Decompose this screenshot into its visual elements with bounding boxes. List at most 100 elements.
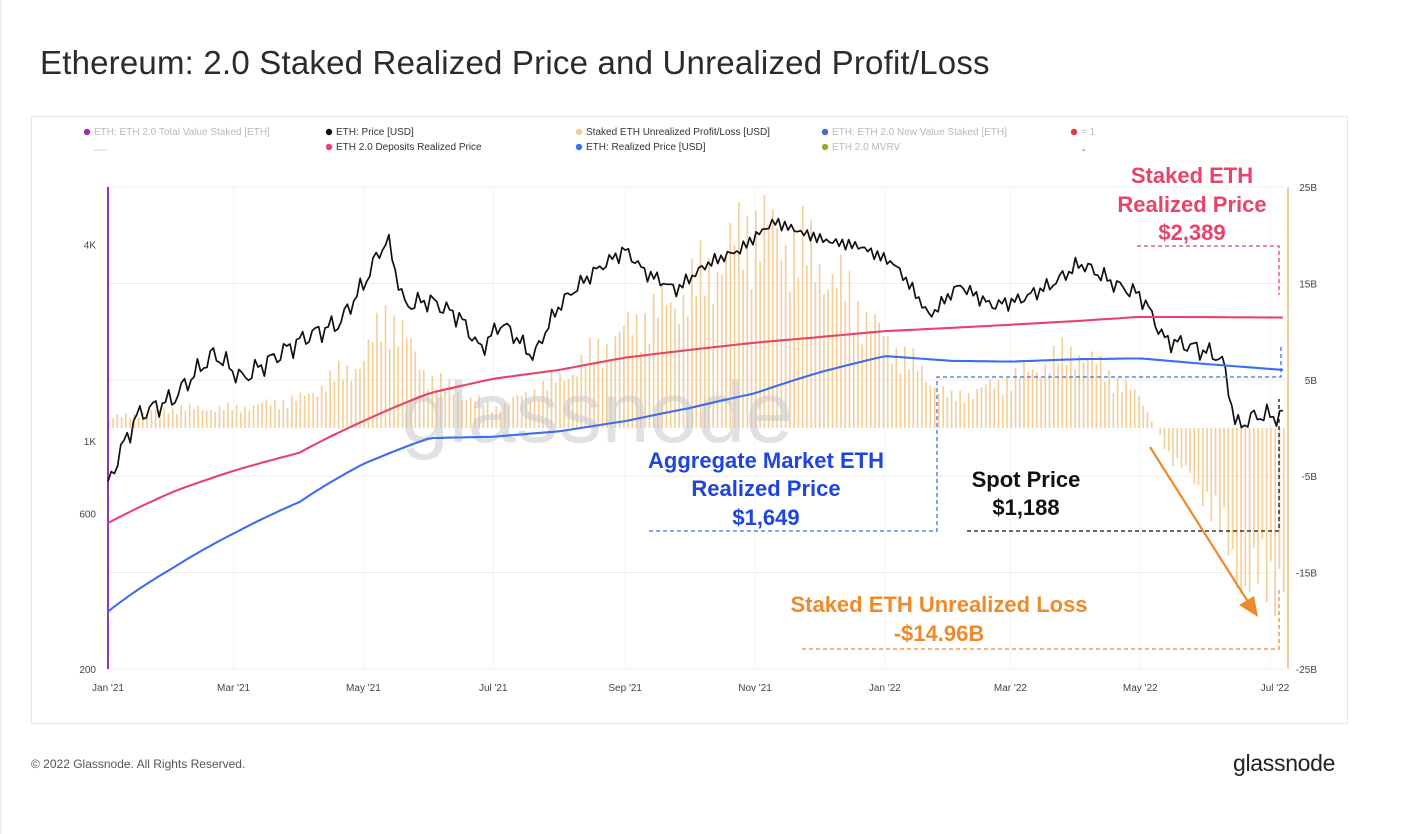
unrealized-pl-bar: [729, 223, 732, 428]
legend-label: ETH 2.0 Deposits Realized Price: [336, 142, 482, 153]
unrealized-loss-bracket: [802, 587, 1280, 650]
unrealized-pl-bar: [1172, 428, 1174, 467]
unrealized-pl-bar: [503, 402, 506, 428]
unrealized-pl-bar: [1159, 428, 1162, 436]
unrealized-pl-bar: [1121, 391, 1123, 428]
y-left-tick-label: 4K: [84, 240, 97, 251]
unrealized-pl-bar: [559, 373, 561, 428]
unrealized-pl-bar: [933, 387, 936, 428]
unrealized-pl-bar: [337, 360, 340, 428]
x-tick-label: Jul '22: [1261, 683, 1290, 694]
unrealized-pl-bar: [150, 410, 153, 428]
unrealized-pl-bar: [1180, 428, 1183, 469]
unrealized-pl-bar: [869, 330, 872, 428]
unrealized-pl-bar: [776, 227, 778, 428]
legend-extra: -: [1082, 145, 1085, 156]
unrealized-pl-bar: [1197, 428, 1200, 486]
unrealized-pl-bar: [405, 339, 408, 428]
unrealized-pl-bar: [457, 392, 459, 428]
unrealized-pl-bar: [295, 400, 297, 428]
unrealized-loss-value: -$14.96B: [894, 621, 985, 646]
unrealized-pl-bar: [1104, 381, 1106, 428]
unrealized-pl-bar: [499, 411, 502, 428]
unrealized-pl-bar: [806, 265, 808, 428]
unrealized-pl-bar: [291, 395, 293, 428]
unrealized-pl-bar: [1274, 428, 1276, 617]
unrealized-pl-bar: [1184, 428, 1187, 466]
unrealized-pl-bar: [1061, 337, 1064, 428]
unrealized-pl-bar: [1070, 346, 1072, 428]
unrealized-pl-bar: [874, 314, 876, 428]
unrealized-pl-bar: [938, 393, 940, 428]
unrealized-pl-bar: [235, 404, 238, 428]
unrealized-pl-bar: [601, 367, 604, 428]
unrealized-pl-bar: [1018, 378, 1021, 428]
unrealized-pl-bar: [1065, 365, 1068, 428]
unrealized-pl-bar: [814, 282, 817, 428]
unrealized-pl-bar: [474, 401, 476, 428]
unrealized-pl-bar: [699, 240, 702, 428]
unrealized-pl-bar: [367, 339, 370, 428]
unrealized-pl-bar: [691, 259, 693, 428]
unrealized-pl-bar: [597, 338, 600, 428]
unrealized-pl-bar: [763, 195, 766, 428]
unrealized-pl-bar: [904, 346, 906, 428]
legend-label: ETH 2.0 MVRV: [832, 142, 900, 153]
unrealized-pl-bar: [448, 379, 451, 428]
unrealized-pl-bar: [682, 294, 685, 428]
unrealized-pl-bar: [1129, 389, 1132, 428]
unrealized-pl-bar: [942, 386, 944, 428]
unrealized-pl-bar: [308, 393, 310, 428]
unrealized-pl-bar: [1138, 396, 1140, 428]
unrealized-pl-bar: [350, 380, 353, 428]
unrealized-pl-bar: [218, 406, 221, 428]
unrealized-pl-bar: [423, 369, 425, 428]
unrealized-pl-bar: [167, 413, 170, 428]
unrealized-pl-bar: [972, 399, 974, 428]
legend-swatch: [575, 143, 583, 151]
unrealized-pl-bar: [346, 364, 348, 428]
chart-card: ETH: ETH 2.0 Total Value Staked [ETH] ETH…: [31, 116, 1348, 724]
unrealized-pl-bar: [742, 269, 744, 428]
unrealized-pl-bar: [1248, 428, 1251, 592]
unrealized-pl-bar: [214, 411, 217, 428]
unrealized-pl-bar: [1040, 378, 1042, 428]
legend-swatch: [575, 128, 583, 136]
unrealized-pl-bar: [1023, 362, 1025, 428]
unrealized-pl-bar: [955, 400, 957, 428]
legend-swatch: [821, 143, 829, 151]
unrealized-pl-bar: [146, 413, 148, 428]
unrealized-pl-bar: [1257, 428, 1259, 584]
unrealized-pl-bar: [989, 379, 991, 428]
unrealized-pl-bar: [712, 303, 715, 428]
x-tick-label: Jan '21: [92, 683, 124, 694]
unrealized-pl-bar: [1095, 364, 1098, 428]
unrealized-pl-bar: [427, 389, 429, 428]
unrealized-pl-bar: [823, 294, 825, 428]
unrealized-pl-bar: [239, 412, 242, 428]
unrealized-pl-bar: [1236, 428, 1238, 589]
unrealized-pl-bar: [584, 365, 587, 428]
unrealized-pl-bar: [725, 255, 727, 428]
unrealized-pl-bar: [674, 308, 676, 428]
unrealized-pl-bar: [1167, 428, 1170, 452]
unrealized-pl-bar: [631, 335, 634, 428]
unrealized-pl-bar: [274, 399, 276, 428]
unrealized-pl-bar: [1048, 373, 1051, 428]
footer-brand-logo: glassnode: [1233, 750, 1336, 776]
legend-swatch: [325, 143, 333, 151]
unrealized-pl-bar: [1031, 369, 1034, 428]
legend: ETH: ETH 2.0 Total Value Staked [ETH] ETH…: [83, 127, 1096, 156]
unrealized-pl-bar: [1142, 405, 1144, 428]
unrealized-pl-bar: [1223, 428, 1225, 508]
unrealized-pl-bar: [176, 414, 178, 428]
legend-swatch: [1070, 128, 1078, 136]
unrealized-pl-bar: [435, 389, 438, 428]
unrealized-pl-bar: [908, 368, 910, 428]
unrealized-pl-bar: [201, 410, 204, 428]
unrealized-pl-bar: [261, 402, 263, 428]
unrealized-pl-bar: [1074, 368, 1076, 428]
series-line: [107, 355, 1283, 613]
unrealized-loss-label: Staked ETH Unrealized Loss: [790, 592, 1087, 617]
unrealized-pl-bar: [1219, 428, 1221, 533]
